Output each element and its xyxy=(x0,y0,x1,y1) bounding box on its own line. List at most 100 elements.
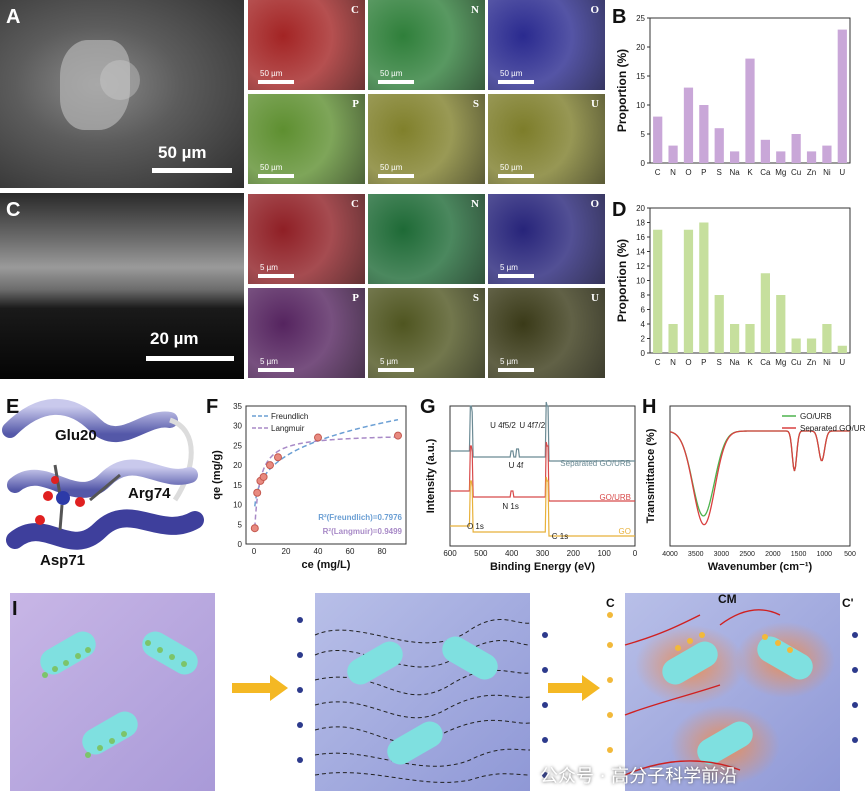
bar xyxy=(760,139,770,163)
series-line xyxy=(450,441,635,502)
x-tick-label: 60 xyxy=(346,547,355,556)
scale-label: 50 µm xyxy=(260,163,283,172)
data-point xyxy=(274,453,282,462)
peak-label: U 4f7/2 xyxy=(519,421,545,430)
y-tick-label: 0 xyxy=(641,349,646,358)
y-tick-label: 20 xyxy=(233,461,242,470)
bar xyxy=(791,338,801,353)
x-tick-label: C xyxy=(655,168,661,177)
bar xyxy=(683,229,694,353)
scale-label: 50 µm xyxy=(380,163,403,172)
y-tick-label: 12 xyxy=(636,262,645,271)
x-tick-label: Mg xyxy=(775,358,786,367)
x-tick-label: N xyxy=(670,358,676,367)
legend-label: Freundlich xyxy=(271,412,308,421)
y-tick-label: 2 xyxy=(641,335,646,344)
trace-label: GO xyxy=(619,527,631,536)
x-axis-label: Wavenumber (cm⁻¹) xyxy=(708,561,813,573)
peak-label: O 1s xyxy=(467,522,484,531)
scale-label: 50 µm xyxy=(158,143,207,162)
element-map: C 50 µm xyxy=(248,0,365,90)
r2-annotation: R²(Langmuir)=0.9499 xyxy=(323,527,403,536)
series-line xyxy=(254,436,399,528)
scale-label: 50 µm xyxy=(500,163,523,172)
data-point xyxy=(253,488,262,497)
scale-bar xyxy=(152,168,232,173)
element-map: S 50 µm xyxy=(368,94,485,184)
data-point xyxy=(259,472,268,481)
y-tick-label: 5 xyxy=(641,130,646,139)
scale-label: 50 µm xyxy=(500,69,523,78)
bar xyxy=(776,151,786,163)
residue-label: Glu20 xyxy=(55,427,97,444)
y-tick-label: 18 xyxy=(636,219,645,228)
scale-bar xyxy=(258,368,294,372)
scale-label: 5 µm xyxy=(380,357,398,366)
concentration-label: CM xyxy=(718,592,737,606)
panel-label-g: G xyxy=(420,396,436,418)
x-tick-label: 3000 xyxy=(714,551,730,558)
x-tick-label: 500 xyxy=(474,549,488,558)
residue-label: Arg74 xyxy=(128,485,171,502)
peak-label: C 1s xyxy=(552,532,568,541)
scale-bar xyxy=(146,356,234,361)
chart-g: 600 500 400 300 200 100 0 Separated GO/URB GO/UR… xyxy=(425,401,638,573)
element-map: N xyxy=(368,194,485,284)
x-tick-label: 3500 xyxy=(688,551,704,558)
y-tick-label: 30 xyxy=(233,422,242,431)
x-tick-label: S xyxy=(717,358,722,367)
y-tick-label: 15 xyxy=(233,481,242,490)
y-tick-label: 20 xyxy=(636,43,645,52)
panel-label-h: H xyxy=(642,396,657,418)
bar xyxy=(730,151,740,163)
x-axis-label: Binding Energy (eV) xyxy=(490,561,595,573)
bar xyxy=(745,58,755,163)
y-axis-label: Proportion (%) xyxy=(615,49,629,132)
bar xyxy=(822,145,832,163)
scale-bar xyxy=(258,274,294,278)
bar xyxy=(653,116,663,163)
chart-d: 0 2 4 6 8 10 12 14 16 18 20 C N O P S Na K Ca Mg Cu Zn Ni U Prop… xyxy=(615,204,851,367)
x-tick-label: 2000 xyxy=(765,551,781,558)
panel-label-d: D xyxy=(612,199,627,221)
y-axis-label: Intensity (a.u.) xyxy=(425,438,437,513)
x-tick-label: O xyxy=(685,358,691,367)
scale-label: 50 µm xyxy=(260,69,283,78)
bar xyxy=(668,324,678,353)
legend-label: Separated GO/URB xyxy=(800,424,865,433)
protein-structure: Glu20 Arg74 Asp71 xyxy=(2,398,204,569)
x-tick-label: 40 xyxy=(314,547,323,556)
element-map: N 50 µm xyxy=(368,0,485,90)
x-tick-label: Zn xyxy=(807,168,816,177)
x-tick-label: 500 xyxy=(844,551,856,558)
x-tick-label: 20 xyxy=(282,547,291,556)
series-line xyxy=(669,430,850,517)
r2-annotation: R²(Freundlich)=0.7976 xyxy=(318,513,402,522)
x-axis-label: ce (mg/L) xyxy=(302,559,351,571)
element-map: P 50 µm xyxy=(248,94,365,184)
bar xyxy=(668,145,678,163)
y-tick-label: 10 xyxy=(636,277,645,286)
bar xyxy=(730,324,740,353)
element-map: O 5 µm xyxy=(488,194,605,284)
trace-label: GO/URB xyxy=(599,493,631,502)
y-tick-label: 4 xyxy=(641,320,646,329)
y-tick-label: 8 xyxy=(641,291,646,300)
y-tick-label: 15 xyxy=(636,72,645,81)
y-axis-label: Transmittance (%) xyxy=(645,428,657,523)
bar xyxy=(806,338,817,353)
x-tick-label: K xyxy=(747,358,753,367)
scale-bar xyxy=(258,80,294,84)
x-tick-label: Na xyxy=(729,168,740,177)
scale-label: 5 µm xyxy=(260,357,278,366)
y-axis-label: Proportion (%) xyxy=(615,239,629,322)
series-line xyxy=(669,430,850,526)
x-tick-label: 600 xyxy=(443,549,457,558)
x-tick-label: 80 xyxy=(378,547,387,556)
x-tick-label: 0 xyxy=(252,547,257,556)
x-tick-label: Ni xyxy=(823,358,831,367)
bar xyxy=(699,105,709,163)
scale-bar xyxy=(378,368,414,372)
data-point xyxy=(394,431,402,440)
series-line xyxy=(450,476,635,537)
